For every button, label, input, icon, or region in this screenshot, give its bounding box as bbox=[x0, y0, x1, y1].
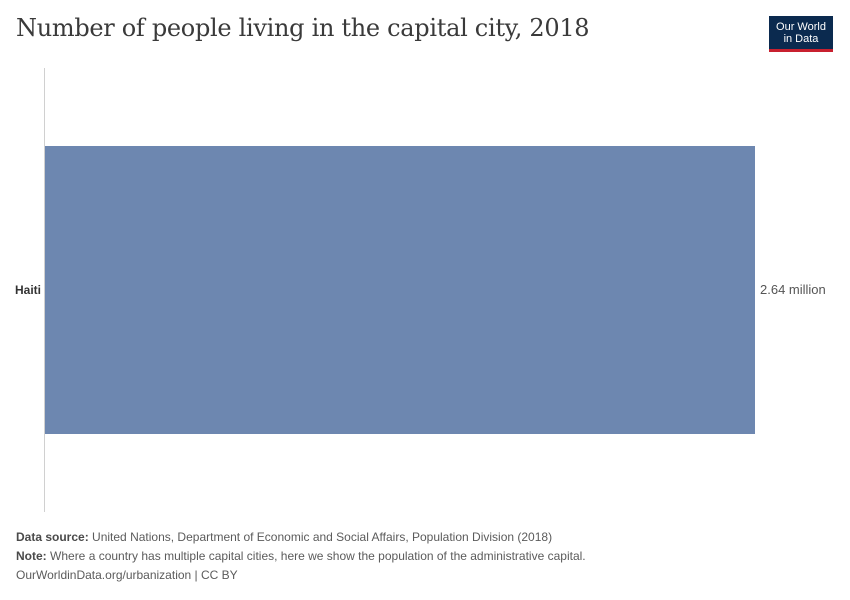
data-source-line: Data source: United Nations, Department … bbox=[16, 528, 586, 547]
category-label: Haiti bbox=[15, 283, 41, 297]
note-line: Note: Where a country has multiple capit… bbox=[16, 547, 586, 566]
note-label: Note: bbox=[16, 549, 47, 563]
chart-title: Number of people living in the capital c… bbox=[16, 14, 590, 42]
value-label: 2.64 million bbox=[760, 282, 826, 297]
owid-logo[interactable]: Our World in Data bbox=[769, 16, 833, 52]
bars-group: Haiti 2.64 million bbox=[15, 146, 826, 434]
bar-haiti[interactable] bbox=[45, 146, 755, 434]
logo-line-2: in Data bbox=[783, 33, 819, 45]
data-source-text: United Nations, Department of Economic a… bbox=[92, 530, 553, 544]
chart-footer: Data source: United Nations, Department … bbox=[16, 528, 586, 585]
source-url[interactable]: OurWorldinData.org/urbanization | CC BY bbox=[16, 568, 238, 582]
data-source-label: Data source: bbox=[16, 530, 89, 544]
note-text: Where a country has multiple capital cit… bbox=[50, 549, 586, 563]
logo-line-1: Our World bbox=[776, 21, 826, 33]
